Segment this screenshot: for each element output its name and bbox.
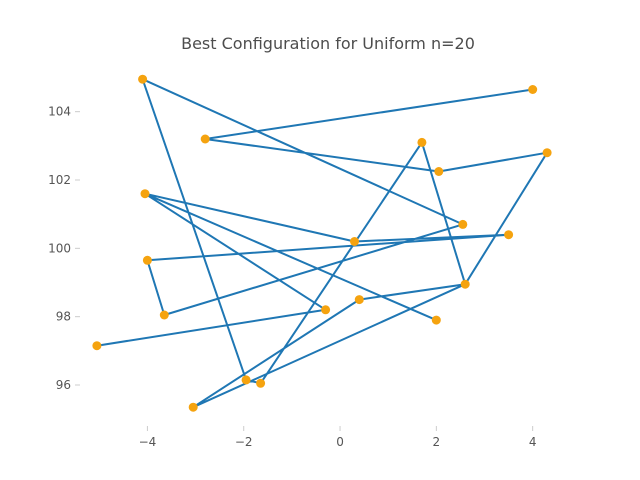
x-tick-label: 4 — [529, 435, 537, 449]
data-point — [200, 134, 210, 144]
y-tick-label: 96 — [56, 378, 71, 392]
x-tick-label: 0 — [336, 435, 344, 449]
x-tick-label: −4 — [139, 435, 157, 449]
data-point — [241, 375, 251, 385]
data-point — [256, 378, 266, 388]
data-point — [458, 219, 468, 229]
data-point — [92, 341, 102, 351]
data-point — [434, 167, 444, 176]
data-point — [504, 230, 514, 240]
x-axis: −4 −2 0 2 4 — [139, 426, 537, 449]
data-point — [140, 189, 150, 199]
series-line-group — [96, 78, 549, 409]
y-tick-label: 98 — [56, 310, 71, 324]
data-point — [142, 255, 152, 265]
data-point — [188, 402, 198, 412]
y-tick-label: 102 — [48, 173, 71, 187]
series-points-group — [92, 74, 552, 412]
x-tick-label: −2 — [235, 435, 253, 449]
data-point — [431, 315, 441, 325]
data-point — [542, 148, 552, 158]
data-point — [159, 310, 169, 320]
x-tick-label: 2 — [433, 435, 441, 449]
data-point — [460, 279, 470, 289]
data-point — [417, 137, 427, 147]
y-axis: 96 98 100 102 104 — [48, 105, 80, 392]
y-tick-label: 100 — [48, 241, 71, 255]
route-line — [96, 78, 549, 409]
data-point — [321, 305, 331, 315]
data-point — [528, 85, 538, 94]
y-tick-label: 104 — [48, 105, 71, 119]
data-point — [350, 237, 359, 246]
chart-title: Best Configuration for Uniform n=20 — [181, 34, 475, 53]
data-point — [138, 74, 148, 84]
data-point — [354, 295, 364, 305]
